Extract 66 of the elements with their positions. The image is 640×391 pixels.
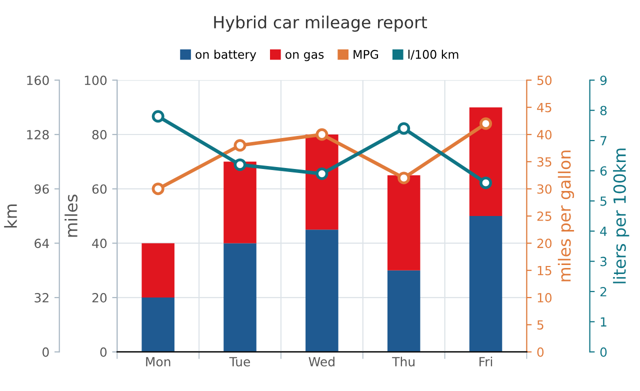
text: 32 [34,293,48,302]
point [234,158,246,171]
bar [306,230,338,352]
point [480,176,492,190]
y3-tick-label: 3 [600,256,606,266]
y3-tick-label: 2 [600,286,606,296]
y2-tick-label: 25 [537,212,552,221]
x-tick-label: Fri [480,356,492,366]
y3-tick-label: 9 [600,76,607,86]
y-tick-label: 60 [92,184,107,194]
x-tick-label: Thu [392,356,414,366]
y2-tick-label: 40 [537,130,552,140]
legend-label: MPG [354,50,378,59]
y-tick-label: 100 [84,76,107,86]
legend-label: on battery [196,50,256,62]
x-tick-label: Mon [146,357,170,366]
point [152,182,164,196]
y2-tick-label: 45 [537,102,552,112]
y2-tick-label: 35 [537,157,552,167]
point [398,122,410,135]
x-tick-label: Wed [308,356,334,366]
y3-axis-title: liters per 100km [613,148,630,284]
bar [469,216,502,352]
y-axis-title: miles [64,194,78,237]
y2-tick-label: 15 [538,266,552,276]
text: 64 [34,238,49,248]
point [316,128,328,141]
chart-title: Hybrid car mileage report [214,16,428,32]
y2-tick-label: 50 [537,76,552,86]
point [480,117,492,130]
legend-label: l/100 km [408,50,458,60]
point [234,139,246,152]
bar [224,243,256,352]
y3-tick-label: 1 [600,317,606,326]
y-tick-label: 20 [92,293,107,302]
y3-tick-label: 8 [600,106,607,116]
bar [469,107,502,216]
text: 96 [34,184,49,194]
bar [142,243,174,298]
y2-tick-label: 30 [537,184,552,194]
y2-tick-label: 5 [537,320,544,330]
y-tick-label: 0 [100,347,107,357]
point [398,172,410,184]
y2-tick-label: 10 [538,293,552,302]
y3-tick-label: 7 [600,136,606,146]
y2-tick-label: 0 [537,347,544,357]
bar [387,270,420,352]
y3-tick-label: 0 [600,347,607,357]
text: 0 [42,347,49,357]
x-tick-label: Tue [229,357,250,366]
y3-tick-label: 5 [600,196,606,206]
y3-tick-label: 6 [600,166,607,176]
text: km [4,204,17,228]
bar [142,298,174,352]
bar [224,162,256,244]
y-tick-label: 40 [92,238,107,248]
y-tick-label: 80 [92,130,107,140]
y2-axis-title: miles per gallon [558,150,574,282]
y2-tick-label: 20 [537,238,552,248]
point [152,110,164,123]
legend-label: on gas [286,52,324,62]
y3-tick-label: 4 [600,226,607,236]
point [316,168,328,180]
bar [387,175,420,270]
text: 128 [27,130,49,140]
text: 160 [27,76,49,86]
